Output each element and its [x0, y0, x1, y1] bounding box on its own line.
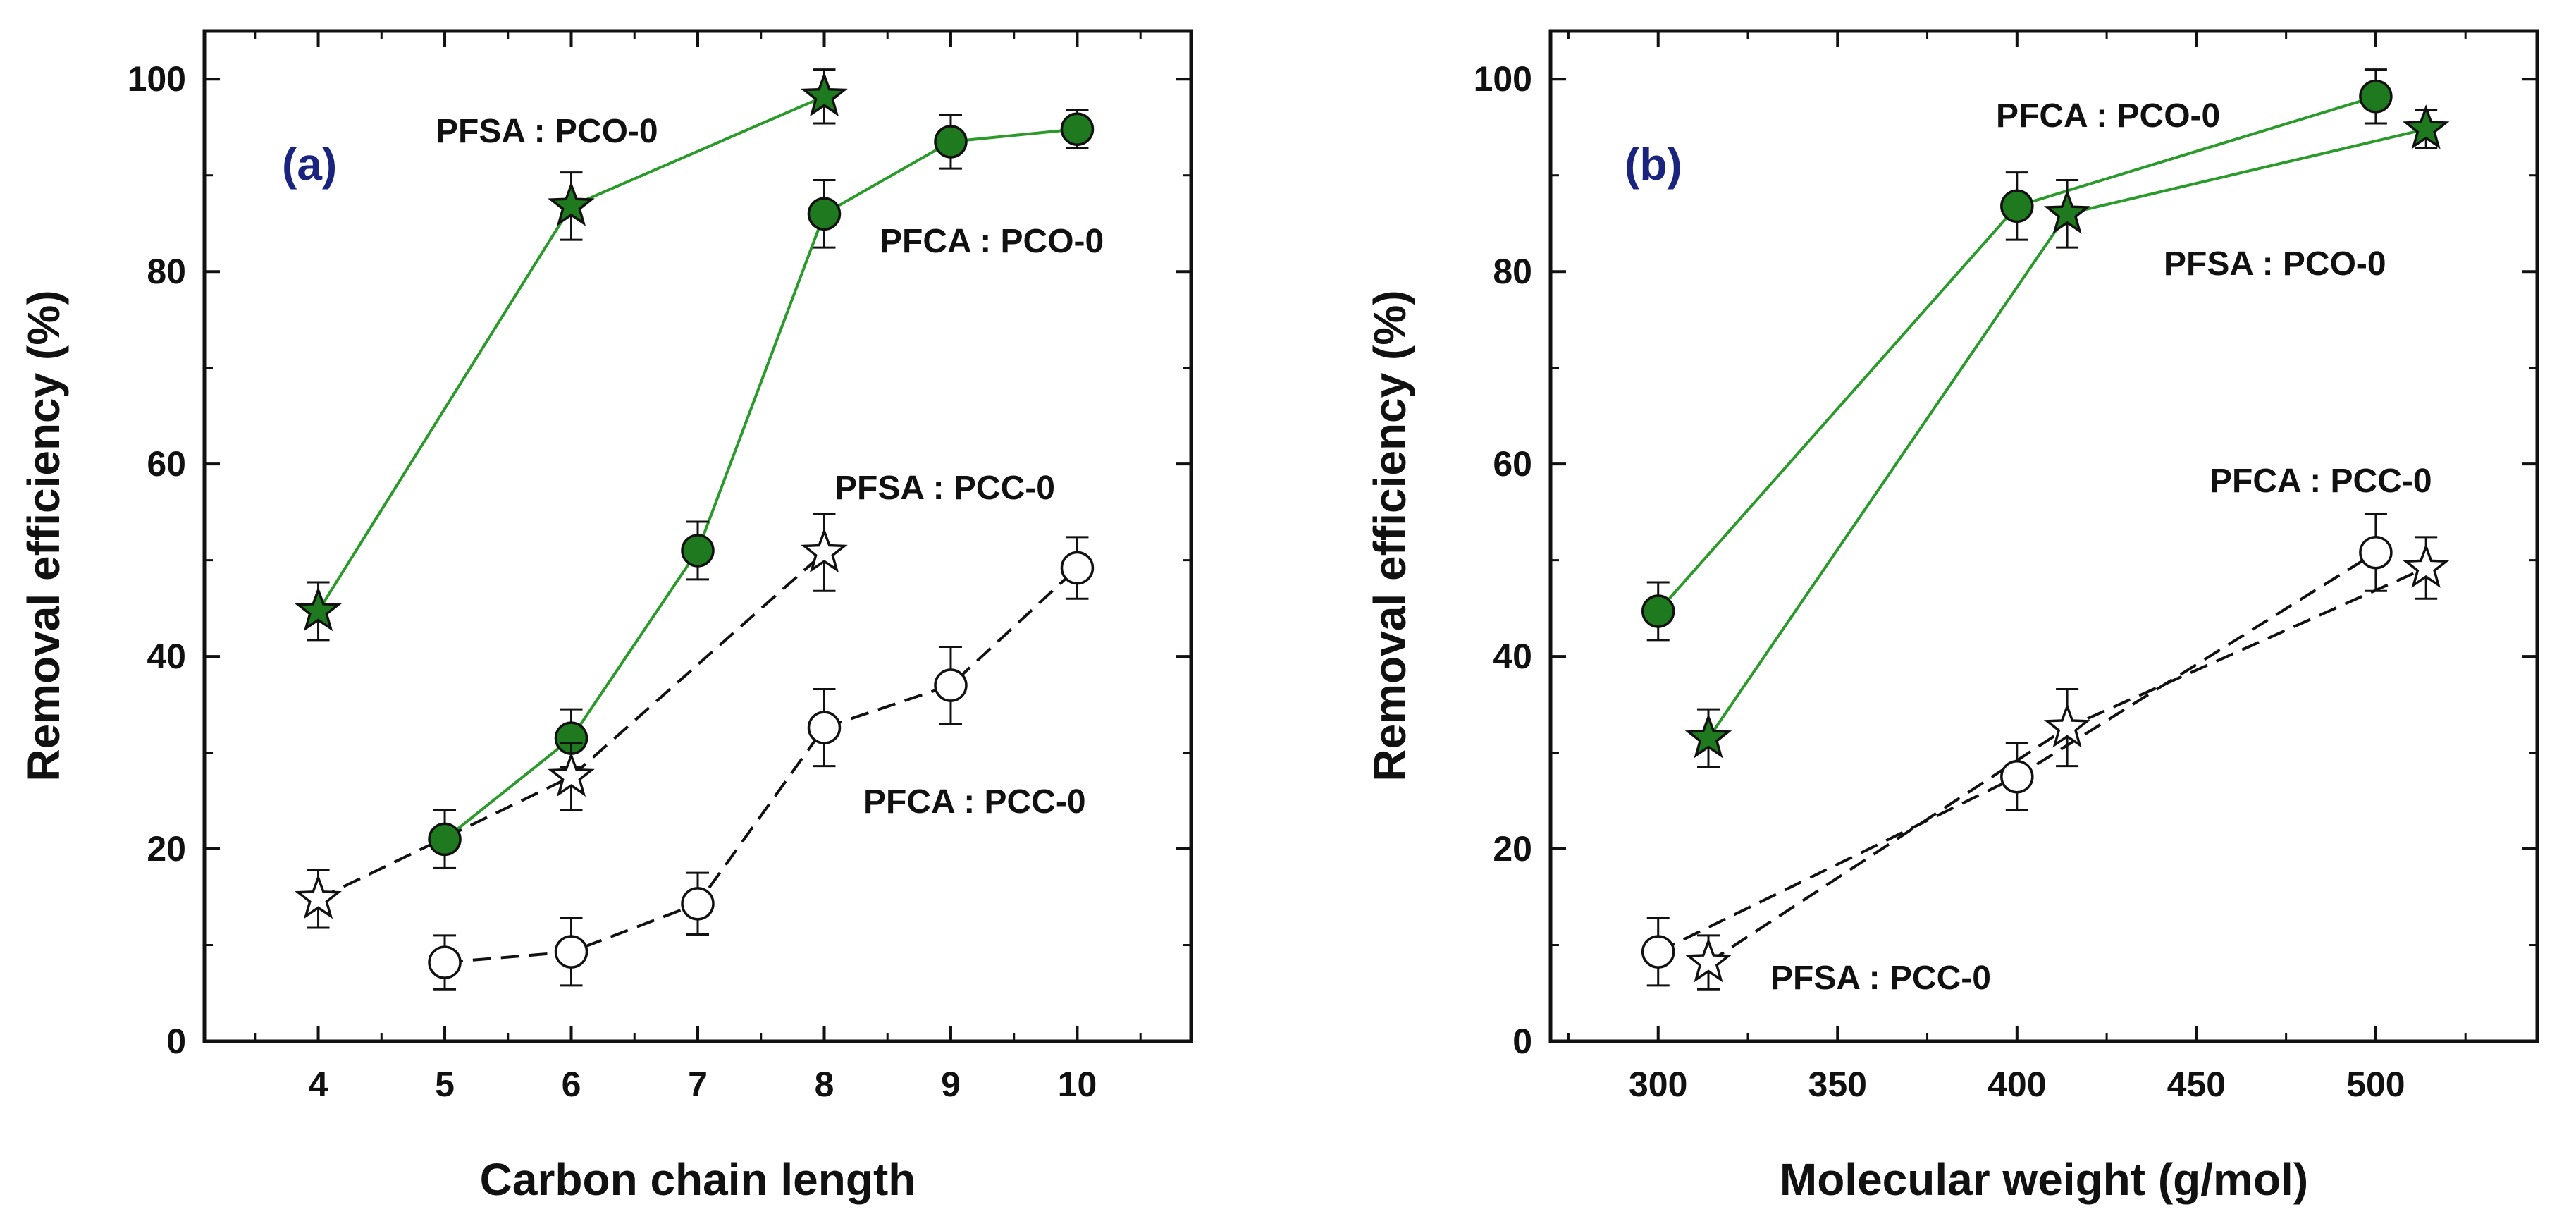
panel-a-series-3-point: [1060, 551, 1095, 585]
panel-a-y-tick-label: 100: [128, 59, 186, 99]
panel-a-y-tick-label: 20: [147, 829, 186, 869]
panel-a-series-1-point: [934, 125, 968, 159]
panel-b-x-tick-label: 500: [2346, 1065, 2405, 1104]
panel-b-annotation-pfsa-pco: PFSA : PCO-0: [2164, 245, 2386, 283]
panel-a-series-3-line: [444, 567, 1078, 964]
panel-b-series-1-point: [2402, 104, 2450, 149]
panel-b-plot-area: [1641, 68, 2450, 991]
panel-a-series-1-point: [428, 822, 462, 857]
panel-a-x-tick-label: 7: [688, 1065, 708, 1104]
panel-b-y-tick-label: 80: [1493, 252, 1532, 291]
panel-a-series-3-point: [681, 887, 715, 921]
panel-a-series-3-point: [428, 945, 462, 979]
panel-a-x-tick-label: 8: [815, 1065, 834, 1104]
panel-a-label: (a): [282, 139, 337, 190]
panel-a-annotation-pfca-pcc: PFCA : PCC-0: [863, 783, 1086, 821]
panel-b-xlabel: Molecular weight (g/mol): [1780, 1154, 2308, 1205]
panel-b-x-tick-label: 400: [1988, 1065, 2046, 1104]
panel-b-y-tick-label: 40: [1493, 637, 1532, 676]
panel-b-annotation-pfca-pco: PFCA : PCO-0: [1996, 97, 2220, 135]
panel-a-x-tick-label: 10: [1058, 1065, 1097, 1104]
panel-b-annotation-pfsa-pcc: PFSA : PCC-0: [1770, 960, 1991, 997]
panel-a-xlabel: Carbon chain length: [480, 1154, 916, 1205]
panel-b-series-0-point: [1641, 594, 1675, 628]
panel-b-annotation-pfca-pcc: PFCA : PCC-0: [2210, 462, 2432, 500]
panel-a-series-3-point: [934, 668, 968, 702]
panel-a-series-2-point: [295, 873, 342, 919]
panel-a-x-tick-label: 4: [309, 1065, 328, 1104]
panel-a-series-1-point: [807, 197, 842, 231]
panel-b-frame: [1548, 29, 2539, 1043]
panel-b-series-0-point: [2000, 189, 2034, 223]
panel-a-series-1-point: [681, 534, 715, 568]
panel-a-x-tick-label: 9: [941, 1065, 961, 1104]
panel-a-series-2-line: [317, 551, 825, 900]
panel-b-y-tick-label: 100: [1474, 59, 1532, 99]
panel-a-ylabel: Removal efficiency (%): [18, 290, 69, 781]
panel-a-annotation-pfsa-pcc: PFSA : PCC-0: [834, 470, 1055, 507]
panel-b-axes: 300 350 400 450 500 0 20 40 60 80 100: [1474, 31, 2537, 1104]
panel-b-series-2-point: [2359, 535, 2393, 570]
panel-a-y-tick-label: 40: [147, 637, 186, 676]
panel-b-series-3-point: [2043, 703, 2091, 748]
panel-a-series-3-point: [807, 711, 842, 744]
panel-a-y-tick-label: 0: [166, 1022, 186, 1061]
panel-b-series-2-point: [2000, 759, 2034, 794]
panel-b-series-3-point: [2402, 543, 2450, 588]
panel-b-x-tick-label: 450: [2167, 1065, 2226, 1104]
panel-b-y-tick-label: 60: [1493, 444, 1532, 484]
panel-a-series-0-point: [295, 586, 342, 632]
panel-b-series-1-point: [1684, 713, 1732, 759]
panel-a-series-1-line: [443, 128, 1078, 840]
panel-a-y-tick-label: 60: [147, 444, 186, 484]
panel-a-x-tick-label: 6: [562, 1065, 581, 1104]
panel-b-series-0-point: [2359, 80, 2393, 114]
panel-a-x-tick-label: 5: [435, 1065, 455, 1104]
panel-a-annotation-pfca-pco: PFCA : PCO-0: [880, 223, 1104, 260]
panel-a-annotation-pfsa-pco: PFSA : PCO-0: [436, 113, 658, 150]
panel-a-y-tick-label: 80: [147, 252, 186, 291]
panel-a-series-2-point: [548, 752, 595, 797]
panel-a-series-0-point: [548, 181, 595, 226]
panel-b-series-2-point: [1641, 935, 1675, 969]
panel-a-plot-area: [295, 68, 1095, 991]
panel-a-series-1-point: [1060, 112, 1095, 146]
panel-a-series-2-point: [801, 527, 848, 573]
panel-a-series-3-point: [554, 935, 588, 969]
panel-a-series-0-point: [801, 71, 848, 117]
panel-b-label: (b): [1625, 139, 1682, 190]
panel-b-y-tick-label: 20: [1493, 829, 1532, 869]
panel-b-x-tick-label: 350: [1808, 1065, 1867, 1104]
panel-b-ylabel: Removal efficiency (%): [1364, 290, 1415, 781]
panel-b-y-tick-label: 0: [1512, 1022, 1532, 1061]
panel-b-x-tick-label: 300: [1629, 1065, 1687, 1104]
panel-b-series-3-point: [1684, 938, 1732, 983]
panel-b-series-1-point: [2043, 189, 2091, 234]
panel-b: 300 350 400 450 500 0 20 40 60 80 100 (b) Molecula…: [1364, 29, 2539, 1205]
